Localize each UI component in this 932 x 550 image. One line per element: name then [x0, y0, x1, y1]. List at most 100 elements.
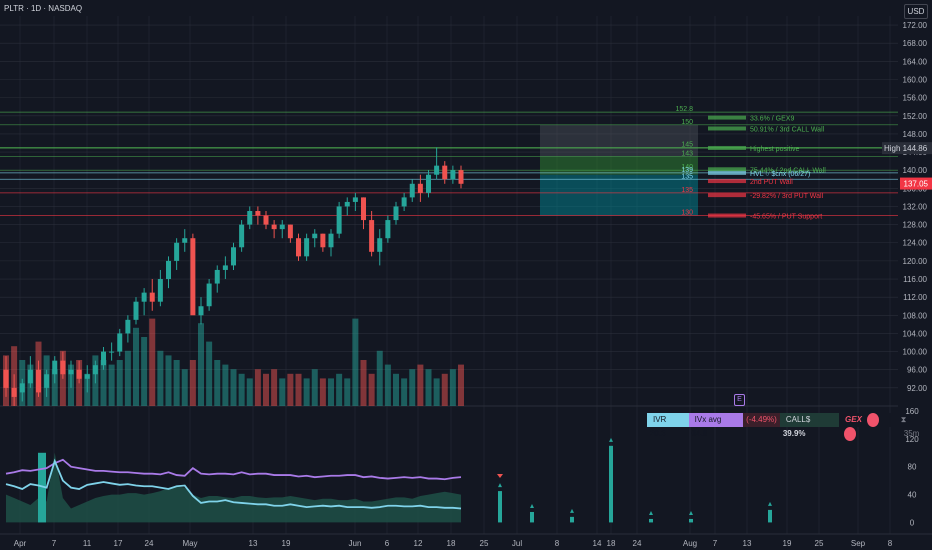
last-price-tag [900, 177, 932, 190]
volume-bar [368, 373, 375, 406]
candle-body [352, 197, 358, 202]
y-tick-label: 124.00 [903, 239, 928, 248]
x-tick-label: 7 [713, 539, 718, 548]
annotation-text: -45.65% / PUT Support [750, 214, 822, 221]
call-badge: CALL$ 39.9% [779, 413, 840, 438]
volume-bar [271, 369, 278, 406]
level-label: 152.8 [675, 106, 693, 113]
volume-bar [352, 318, 359, 406]
candle-body [166, 260, 171, 280]
candle-body [101, 351, 106, 366]
range-zone-upper [540, 124, 698, 157]
x-tick-label: 19 [783, 539, 792, 548]
y-tick-label: 168.00 [903, 39, 928, 48]
volume-bar [254, 369, 261, 406]
x-tick-label: 6 [385, 539, 390, 548]
future-bar [570, 516, 574, 523]
change-badge: (-4.49%) [743, 413, 780, 427]
future-bar [689, 518, 693, 523]
future-bar-marker [689, 510, 693, 515]
earnings-event-marker[interactable]: E [734, 394, 745, 406]
candle-body [174, 242, 180, 261]
volume-bar [376, 350, 383, 406]
candle-body [434, 165, 440, 175]
volume-bar [449, 369, 456, 406]
volume-bar [230, 369, 237, 406]
currency-button[interactable]: USD [904, 4, 928, 19]
y-tick-label: 148.00 [903, 130, 928, 139]
indicator-y-tick: 80 [908, 463, 917, 472]
annotation-bar [708, 213, 746, 218]
volume-bar [116, 360, 123, 406]
gex-dot-icon [844, 427, 857, 442]
candle-body [401, 197, 407, 207]
future-bar-marker [498, 483, 502, 488]
volume-bar [409, 369, 416, 406]
x-tick-label: Jul [512, 539, 522, 548]
future-bar-marker [609, 437, 613, 442]
ivr-badge: IVR 20.3 [647, 413, 689, 438]
candle-body [76, 369, 82, 379]
annotation-text: Highest positive [750, 146, 800, 153]
candle-body [255, 211, 261, 216]
indicator-toolbar: IVR 20.3 IVx avg 64.8 (-4.49%) CALL$ 39.… [647, 413, 932, 442]
volatility-area [6, 452, 461, 523]
volume-bar [141, 337, 148, 406]
annotation-bar [708, 170, 746, 175]
annotation-text: -29.82% / 3rd PUT Wall [750, 193, 824, 200]
candle-body [385, 220, 391, 239]
candle-body [27, 369, 33, 384]
volume-bar [198, 323, 204, 406]
candle-body [149, 292, 155, 302]
y-tick-label: 100.00 [903, 348, 928, 357]
volume-bar [189, 360, 196, 406]
volume-bar [214, 360, 221, 406]
candle-body [11, 387, 17, 397]
future-bar [649, 518, 653, 523]
volume-bar [246, 378, 253, 406]
future-bar-marker [570, 508, 574, 513]
future-bar-marker [649, 510, 653, 515]
candle-body [157, 279, 163, 302]
future-bar-marker [530, 503, 534, 508]
volume-bar [263, 373, 269, 406]
interval-badge[interactable]: ⧗ 35m [900, 415, 920, 438]
volume-bar [51, 369, 58, 406]
future-bar [498, 491, 502, 523]
annotation-text: 50.91% / 3rd CALL Wall [750, 126, 825, 133]
candle-body [279, 224, 285, 230]
candle-body [263, 215, 269, 225]
candle-body [231, 247, 236, 266]
future-bar [768, 509, 772, 523]
y-tick-label: 132.00 [903, 202, 928, 211]
level-label: 139 [681, 167, 693, 174]
volume-bar [173, 360, 180, 406]
level-label: 130 [681, 210, 693, 217]
indicator-y-tick: 160 [905, 407, 919, 416]
candle-body [336, 206, 342, 234]
volume-bar [279, 378, 286, 406]
annotation-bar [708, 126, 746, 131]
x-tick-label: Apr [14, 539, 27, 548]
volume-bar [222, 364, 229, 406]
annotation-bar [708, 115, 746, 120]
candle-body [133, 301, 139, 320]
level-label: 135 [681, 173, 693, 180]
candle-body [222, 265, 228, 270]
volume-bar [100, 360, 107, 406]
range-zone-green [540, 156, 698, 175]
candle-body [304, 238, 310, 257]
down-marker-icon [497, 474, 503, 478]
volume-bar [328, 378, 334, 406]
volume-bar [165, 355, 172, 406]
y-tick-label: 116.00 [903, 275, 927, 284]
x-tick-label: 14 [593, 539, 602, 548]
y-tick-label: 112.00 [903, 293, 927, 302]
candle-body [239, 224, 245, 248]
candle-body [377, 238, 383, 252]
candle-body [84, 374, 90, 379]
volume-bar [319, 378, 326, 406]
volume-bar [433, 378, 440, 406]
indicator-y-tick: 120 [905, 435, 919, 444]
